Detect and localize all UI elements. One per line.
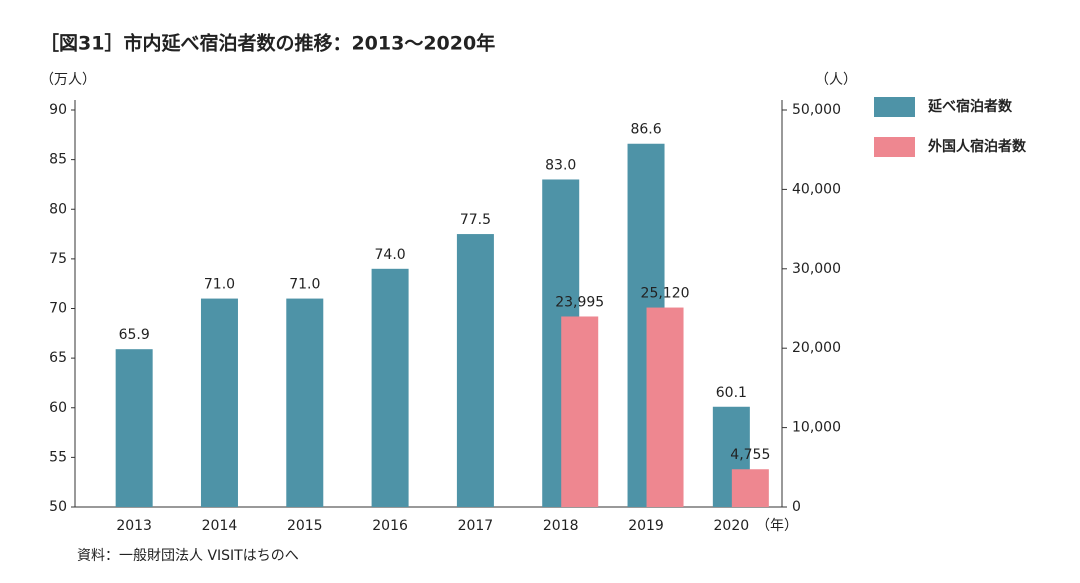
x-tick-label: 2019 [628,518,664,534]
value-label: 60.1 [716,385,747,401]
value-label: 71.0 [289,277,320,293]
source: 資料：一般財団法人 VISITはちのへ [77,548,299,564]
y-tick-label: 70 [49,301,67,317]
value-label: 77.5 [460,212,491,228]
x-tick-label: 2015 [287,518,323,534]
legend-label: 外国人宿泊者数 [928,138,1027,155]
x-tick-label: 2013 [116,518,152,534]
y-tick-label: 50 [49,499,67,515]
value-label: 74.0 [375,247,406,263]
x-axis-label: （年） [756,518,798,534]
y2-tick-label: 50,000 [792,102,841,118]
y2-tick-label: 20,000 [792,340,841,356]
value-label: 25,120 [641,286,690,302]
y-tick-label: 65 [49,350,67,366]
y2-tick-label: 0 [792,499,801,515]
x-tick-label: 2016 [372,518,408,534]
y-tick-label: 80 [49,201,67,217]
x-tick-label: 2017 [458,518,494,534]
bar [731,469,769,507]
x-tick-label: 2018 [543,518,579,534]
y2-tick-label: 40,000 [792,181,841,197]
y2-axis-label: （人） [815,72,857,88]
value-label: 71.0 [204,277,235,293]
y-axis-label: （万人） [40,72,96,88]
bar [286,298,324,507]
value-label: 86.6 [630,122,661,138]
y-tick-label: 55 [49,449,67,465]
y-tick-label: 60 [49,400,67,416]
chart-title: ［図31］市内延べ宿泊者数の推移：2013〜2020年 [40,32,495,55]
bar [200,298,238,507]
legend-label: 延べ宿泊者数 [927,98,1013,115]
x-tick-label: 2014 [202,518,238,534]
value-label: 83.0 [545,157,576,173]
legend-swatch [874,97,915,117]
y-tick-label: 85 [49,152,67,168]
y-tick-label: 90 [49,102,67,118]
bar [646,307,684,507]
bar [456,234,494,507]
value-label: 23,995 [555,294,604,310]
bar [371,268,409,507]
x-tick-label: 2020 [714,518,750,534]
y-tick-label: 75 [49,251,67,267]
value-label: 4,755 [730,447,770,463]
legend-swatch [874,137,915,157]
value-label: 65.9 [119,327,150,343]
y2-tick-label: 30,000 [792,261,841,277]
bar [561,316,599,507]
bar [115,349,153,507]
y2-tick-label: 10,000 [792,420,841,436]
